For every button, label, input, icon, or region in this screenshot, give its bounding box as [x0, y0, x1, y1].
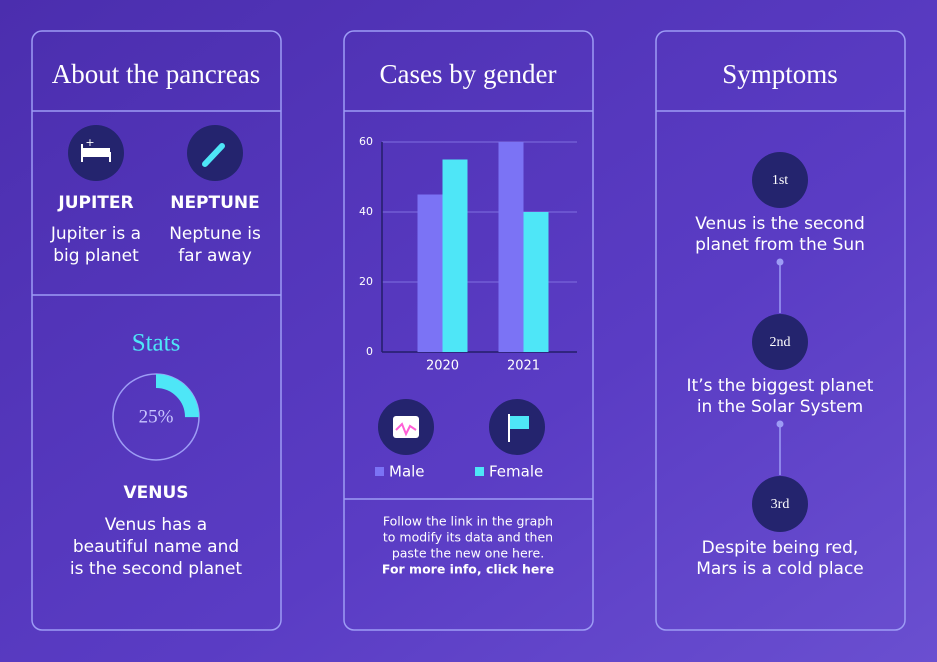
y-tick-label: 40 [359, 205, 373, 218]
stats-title: Stats [132, 330, 181, 357]
bar [523, 212, 549, 352]
bar [417, 194, 443, 352]
bar [442, 159, 468, 352]
footer-link[interactable]: For more info, click here [382, 562, 554, 577]
feature-text: Venus has a [105, 515, 207, 535]
stats-label: 25% [139, 406, 174, 427]
item-text: Jupiter is a [50, 224, 141, 244]
step-text: It’s the biggest planet [687, 376, 874, 396]
donut-arc [113, 374, 199, 460]
bar [498, 142, 524, 352]
item-name: NEPTUNE [170, 193, 260, 213]
panel-title: Cases by gender [380, 59, 557, 89]
panel-frames [31, 30, 906, 631]
step-badge [752, 314, 808, 370]
footer-text: to modify its data and then [383, 530, 553, 545]
feature-name: VENUS [123, 483, 188, 503]
panel-title: Symptoms [722, 59, 838, 89]
item-text: Neptune is [169, 224, 261, 244]
y-tick-label: 20 [359, 275, 373, 288]
y-tick-label: 60 [359, 135, 373, 148]
feature-text: beautiful name and [73, 537, 239, 557]
step-text: Mars is a cold place [696, 559, 864, 579]
panel-title: About the pancreas [52, 59, 260, 89]
legend-swatch [475, 467, 484, 476]
legend-label: Male [389, 463, 425, 481]
step-label: 1st [772, 173, 788, 188]
feature-text: is the second planet [70, 559, 242, 579]
icons: + [68, 125, 545, 455]
legend-swatch [375, 467, 384, 476]
timeline-connectors [776, 258, 784, 475]
step-text: planet from the Sun [695, 235, 865, 255]
item-name: JUPITER [57, 193, 133, 213]
step-badge [752, 152, 808, 208]
item-text: big planet [53, 246, 139, 266]
svg-text:+: + [85, 136, 94, 149]
step-text: in the Solar System [697, 397, 863, 417]
step-badge [752, 476, 808, 532]
footer-text: paste the new one here. [392, 546, 544, 561]
footer-text: Follow the link in the graph [383, 514, 553, 529]
legend-label: Female [489, 463, 543, 481]
step-label: 3rd [771, 497, 790, 512]
x-tick-label: 2020 [426, 359, 459, 374]
item-text: far away [178, 246, 252, 266]
step-text: Despite being red, [702, 538, 859, 558]
step-label: 2nd [770, 335, 791, 350]
step-text: Venus is the second [695, 214, 865, 234]
x-tick-label: 2021 [507, 359, 540, 374]
y-tick-label: 0 [366, 345, 373, 358]
